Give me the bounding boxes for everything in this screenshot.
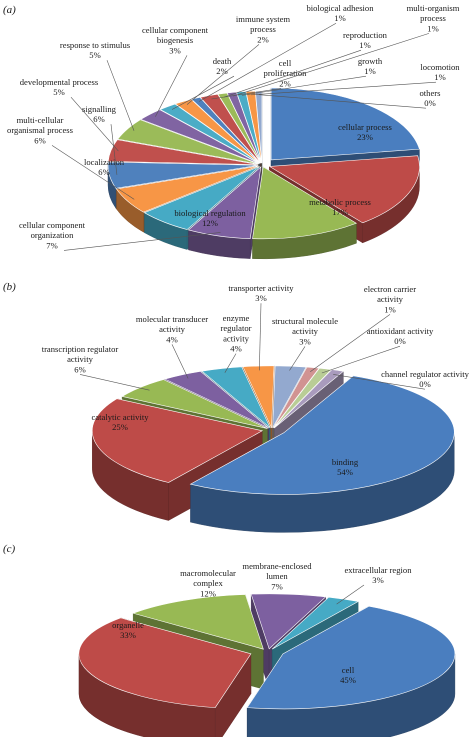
label-metabolic-process: metabolic process 17% (309, 197, 371, 217)
pie-slice-molecular-transducer-activity (163, 371, 270, 429)
leader-line (310, 314, 391, 373)
label-others: others 0% (419, 88, 441, 108)
leader-line (171, 75, 235, 110)
label-antioxidant-activity: antioxidant activity 0% (367, 326, 434, 346)
pie-slice-structural-molecule-activity (272, 365, 307, 428)
pie-chart-biological-process: cellular process 23% metabolic process 17% b… (7, 3, 460, 260)
pie-slice-transporter-activity (242, 365, 275, 428)
leader-line (333, 374, 426, 390)
pie-slice-catalytic-activity (92, 398, 264, 483)
pie-slice-metabolic-process (268, 155, 420, 224)
label-transporter-activity: transporter activity 3% (228, 283, 294, 303)
pie-chart-molecular-function: binding 54% catalytic activity 25% transcrip… (42, 283, 470, 533)
panel-letter-b: (b) (3, 281, 16, 293)
leader-line (224, 49, 362, 98)
pie-slice-signalling (107, 161, 259, 189)
label-growth: growth 1% (358, 56, 383, 76)
label-cell-proliferation: cell proliferation 2% (264, 58, 308, 88)
leader-line (211, 88, 282, 100)
pie-slice-cellular-process (270, 87, 420, 161)
leader-line (79, 374, 150, 391)
leader-line (258, 94, 427, 109)
pie-slice-enzyme-regulator-activity (201, 366, 271, 429)
label-cellular-component-biogenesis: cellular component biogenesis 3% (142, 25, 209, 55)
pie-slice-death (159, 103, 260, 164)
leader-line (233, 33, 430, 97)
label-immune-system-process: immune system process 2% (236, 14, 291, 44)
leader-line (251, 81, 437, 96)
leader-line (224, 353, 237, 373)
panel-letter-c: (c) (3, 543, 16, 555)
leader-line (110, 124, 118, 175)
label-signalling: signalling 6% (82, 104, 117, 124)
label-cellular-component-organization: cellular component organization 7% (19, 220, 86, 250)
label-binding: binding 54% (332, 457, 359, 477)
label-extracellular-region: extracellular region 3% (344, 565, 412, 585)
leader-line (106, 60, 135, 131)
leader-line (186, 44, 260, 105)
pie-slice-localization (143, 166, 260, 230)
label-structural-molecule-activity: structural molecule activity 3% (272, 316, 338, 346)
leader-line (51, 145, 135, 200)
leader-line (321, 345, 401, 374)
leader-line (242, 75, 367, 96)
label-biological-adhesion: biological adhesion 1% (306, 3, 374, 23)
label-death: death 2% (213, 56, 232, 76)
label-biological-regulation: biological regulation 12% (174, 208, 246, 228)
leader-line (70, 97, 119, 152)
leader-line (155, 55, 188, 117)
label-cellular-process: cellular process 23% (338, 122, 392, 142)
label-multi-organism-process: multi-organism process 1% (407, 3, 460, 33)
pie-slice-multi-cellular-organismal-process (115, 165, 259, 213)
leader-line (336, 584, 365, 605)
pie-slice-organelle (78, 617, 252, 708)
pie-slice-response-to-stimulus (117, 119, 259, 165)
panel-letter-a: (a) (3, 4, 16, 16)
label-macromolecular-complex: macromolecular complex 12% (180, 568, 236, 598)
leader-line (259, 303, 262, 371)
label-electron-carrier-activity: electron carrier activity 1% (364, 284, 416, 314)
label-multi-cellular-organismal-process: multi-cellular organismal process 6% (7, 115, 74, 145)
pie-slice-binding (189, 375, 455, 495)
label-channel-regulator-activity: channel regulator activity 0% (381, 369, 470, 389)
label-catalytic-activity: catalytic activity 25% (91, 412, 149, 432)
pie-chart-cellular-component: cell 45% organelle 33% macromolecular complex… (78, 561, 456, 737)
label-reproduction: reproduction 1% (343, 30, 388, 50)
label-developmental-process: developmental process 5% (20, 77, 99, 97)
label-organelle: organelle 33% (112, 620, 144, 640)
pie-slice-developmental-process (107, 139, 259, 165)
pie-slice-cellular-component-organization (187, 166, 262, 239)
pie-slice-membrane-enclosed-lumen (250, 593, 327, 650)
leader-line (63, 232, 221, 251)
label-locomotion: locomotion 1% (420, 62, 460, 82)
label-localization: localization 6% (84, 157, 125, 177)
label-membrane-enclosed-lumen: membrane-enclosed lumen 7% (242, 561, 312, 591)
leader-line (289, 346, 306, 371)
leader-line (171, 344, 189, 379)
label-cell: cell 45% (340, 665, 356, 685)
leader-line (198, 22, 337, 102)
label-molecular-transducer-activity: molecular transducer activity 4% (136, 314, 208, 344)
pie-slice-biological-regulation (252, 166, 358, 240)
label-enzyme-regulator-activity: enzyme regulator activity 4% (220, 313, 251, 354)
pie-slice-electron-carrier-activity (273, 366, 320, 429)
pie-slice-transcription-regulator-activity (121, 379, 268, 429)
pie-slice-macromolecular-complex (132, 594, 264, 650)
pie-slice-cell (246, 605, 456, 710)
pie-slice-cellular-component-biogenesis (140, 109, 260, 164)
label-transcription-regulator-activity: transcription regulator activity 6% (42, 344, 119, 374)
label-response-to-stimulus: response to stimulus 5% (60, 40, 131, 60)
